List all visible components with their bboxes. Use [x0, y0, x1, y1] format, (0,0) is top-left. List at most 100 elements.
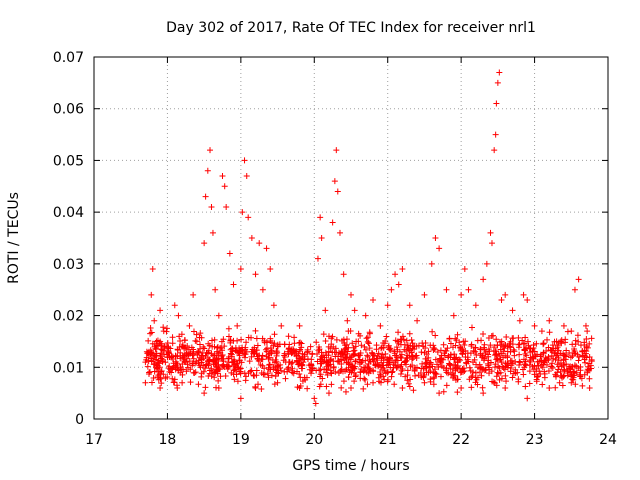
data-point: [507, 344, 514, 351]
data-point: [345, 328, 352, 335]
data-point: [399, 266, 406, 273]
x-tick-label: 18: [159, 432, 177, 448]
data-point: [225, 333, 232, 340]
data-point: [407, 376, 414, 383]
data-point: [150, 361, 157, 368]
data-point: [511, 352, 518, 359]
data-point: [313, 367, 320, 374]
data-point: [331, 178, 338, 185]
data-point: [491, 352, 498, 359]
data-point: [248, 353, 255, 360]
data-point: [437, 373, 444, 380]
data-point: [154, 365, 161, 372]
data-point: [296, 322, 303, 329]
data-point: [323, 366, 330, 373]
data-point: [545, 368, 552, 375]
data-point: [171, 302, 178, 309]
data-point: [345, 359, 352, 366]
data-point: [486, 364, 493, 371]
data-point: [223, 363, 230, 370]
data-point: [227, 337, 234, 344]
data-point: [366, 345, 373, 352]
data-point: [423, 363, 430, 370]
data-point: [376, 378, 383, 385]
data-point: [404, 342, 411, 349]
data-point: [275, 370, 282, 377]
data-point: [285, 351, 292, 358]
data-point: [560, 352, 567, 359]
data-point: [261, 339, 268, 346]
data-point: [521, 346, 528, 353]
data-point: [568, 328, 575, 335]
data-point: [296, 340, 303, 347]
data-point: [409, 362, 416, 369]
data-point: [364, 334, 371, 341]
data-point: [241, 351, 248, 358]
data-point: [472, 344, 479, 351]
data-point: [568, 373, 575, 380]
data-point: [351, 365, 358, 372]
data-point: [571, 368, 578, 375]
data-point: [351, 378, 358, 385]
data-point: [362, 376, 369, 383]
data-point: [447, 340, 454, 347]
data-point: [182, 337, 189, 344]
data-point: [234, 378, 241, 385]
data-point: [445, 370, 452, 377]
data-point: [481, 344, 488, 351]
data-point: [515, 378, 522, 385]
data-point: [370, 297, 377, 304]
data-point: [574, 332, 581, 339]
data-point: [198, 356, 205, 363]
data-point: [333, 336, 340, 343]
data-point: [158, 346, 165, 353]
data-point: [333, 147, 340, 154]
data-point: [345, 374, 352, 381]
data-point: [442, 347, 449, 354]
data-point: [308, 370, 315, 377]
data-point: [348, 369, 355, 376]
data-point: [223, 203, 230, 210]
data-point: [218, 338, 225, 345]
data-point: [152, 346, 159, 353]
data-point: [461, 342, 468, 349]
data-point: [246, 358, 253, 365]
data-point: [148, 329, 155, 336]
data-point: [393, 364, 400, 371]
data-point: [222, 373, 229, 380]
data-point: [189, 362, 196, 369]
data-point: [464, 356, 471, 363]
data-point: [492, 361, 499, 368]
data-point: [158, 380, 165, 387]
data-point: [155, 376, 162, 383]
data-point: [533, 376, 540, 383]
data-point: [520, 340, 527, 347]
data-point: [352, 357, 359, 364]
data-point: [535, 362, 542, 369]
data-point: [414, 317, 421, 324]
data-point: [450, 312, 457, 319]
data-point: [524, 297, 531, 304]
data-point: [298, 344, 305, 351]
data-point: [190, 291, 197, 298]
data-point: [143, 354, 150, 361]
data-point: [443, 382, 450, 389]
data-point: [295, 357, 302, 364]
data-point: [440, 388, 447, 395]
data-point: [421, 291, 428, 298]
data-point: [502, 384, 509, 391]
data-point: [150, 374, 157, 381]
data-point: [217, 373, 224, 380]
data-point: [266, 366, 273, 373]
data-point: [406, 330, 413, 337]
data-point: [249, 346, 256, 353]
data-point: [538, 328, 545, 335]
data-point: [328, 356, 335, 363]
data-point: [312, 400, 319, 407]
data-point: [520, 371, 527, 378]
data-point: [195, 381, 202, 388]
data-point: [142, 359, 149, 366]
data-point: [188, 344, 195, 351]
data-point: [183, 355, 190, 362]
data-point: [349, 340, 356, 347]
